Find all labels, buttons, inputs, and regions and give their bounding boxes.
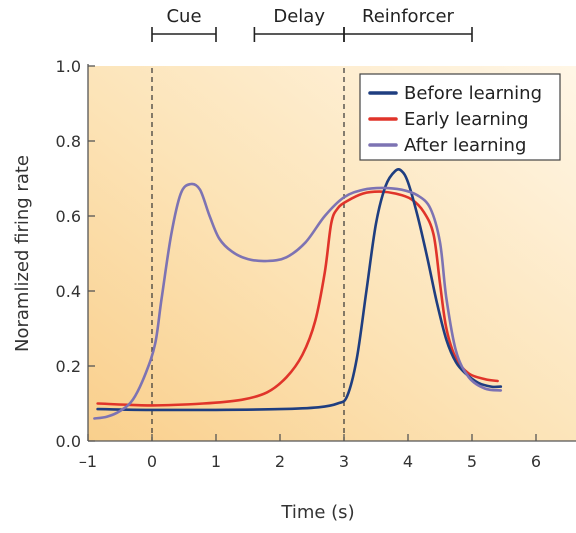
legend: Before learning Early learning After learn…	[359, 73, 561, 161]
x-tick-label-4: 3	[339, 452, 349, 471]
y-tick-label-5: 1.0	[56, 57, 81, 76]
x-tick-label-3: 2	[275, 452, 285, 471]
x-tick-label-2: 1	[211, 452, 221, 471]
x-tick-label-1: 0	[147, 452, 157, 471]
x-axis-title: Time (s)	[280, 502, 354, 523]
y-tick-label-4: 0.8	[56, 132, 81, 151]
phase-brackets: Cue Delay Reinforcer	[151, 6, 473, 42]
x-tick-label-0: –1	[79, 452, 97, 471]
phase-label-cue: Cue	[166, 6, 201, 27]
legend-label-after-learning: After learning	[404, 135, 526, 156]
series-line-before-learning	[96, 168, 503, 412]
series-line-early-learning	[96, 190, 499, 407]
legend-label-before-learning: Before learning	[404, 83, 542, 104]
series-lines	[93, 168, 503, 420]
phase-label-delay: Delay	[273, 6, 325, 27]
x-tick-label-7: 6	[531, 452, 541, 471]
y-axis-title: Noramlized firing rate	[12, 155, 33, 352]
event-markers	[151, 68, 345, 441]
y-tick-label-0: 0.0	[56, 432, 81, 451]
legend-label-early-learning: Early learning	[404, 109, 529, 130]
y-tick-label-1: 0.2	[56, 357, 81, 376]
x-tick-label-5: 4	[403, 452, 413, 471]
y-tick-label-2: 0.4	[56, 282, 81, 301]
y-tick-label-3: 0.6	[56, 207, 81, 226]
x-tick-label-6: 5	[467, 452, 477, 471]
phase-label-reinforcer: Reinforcer	[362, 6, 455, 27]
series-line-after-learning	[93, 182, 503, 420]
axes: 0.0 0.2 0.4 0.6 0.8 1.0 –1 0 1 2 3 4 5 6	[56, 57, 576, 471]
